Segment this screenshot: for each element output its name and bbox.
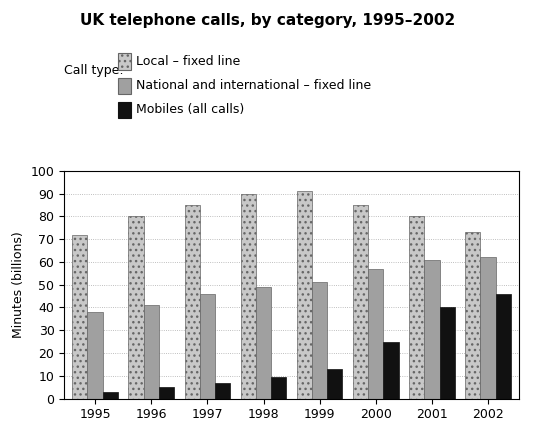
Bar (495, 294, 511, 399)
Bar (72, 235, 88, 399)
Bar (384, 342, 399, 399)
Bar (409, 216, 424, 399)
Bar (465, 232, 480, 399)
Text: UK telephone calls, by category, 1995–2002: UK telephone calls, by category, 1995–20… (80, 13, 455, 28)
Text: Local – fixed line: Local – fixed line (136, 55, 241, 68)
Bar (143, 305, 159, 399)
Bar (297, 191, 312, 399)
Bar (353, 205, 368, 399)
Bar (241, 194, 256, 399)
Bar (256, 287, 271, 399)
Bar (185, 205, 200, 399)
Text: National and international – fixed line: National and international – fixed line (136, 79, 371, 92)
Bar (271, 377, 286, 399)
Text: Call type:: Call type: (64, 64, 124, 77)
Y-axis label: Minutes (billions): Minutes (billions) (12, 231, 25, 338)
Bar (128, 216, 143, 399)
Bar (440, 307, 455, 399)
Bar (368, 269, 384, 399)
Bar (88, 312, 103, 399)
Bar (159, 387, 174, 399)
Bar (200, 294, 215, 399)
Bar (103, 392, 118, 399)
Bar (480, 258, 495, 399)
Bar (327, 369, 342, 399)
Bar (215, 383, 230, 399)
Bar (424, 260, 440, 399)
Bar (312, 283, 327, 399)
Text: Mobiles (all calls): Mobiles (all calls) (136, 103, 244, 117)
